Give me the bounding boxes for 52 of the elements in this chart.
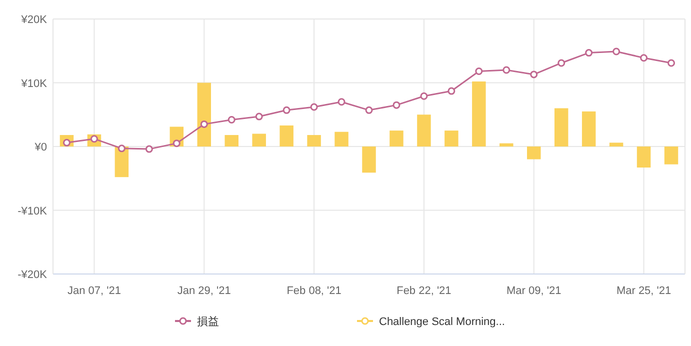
point xyxy=(338,98,346,106)
y-tick-label: ¥20K xyxy=(20,14,48,26)
bar xyxy=(307,135,321,146)
bar xyxy=(472,81,486,146)
bar xyxy=(444,130,458,146)
point xyxy=(145,145,153,153)
point xyxy=(668,59,676,67)
point xyxy=(228,116,236,124)
x-tick-label: Jan 29, '21 xyxy=(177,285,231,297)
bar xyxy=(197,82,211,146)
legend-label: Challenge Scal Morning... xyxy=(379,316,505,328)
legend-label: 損益 xyxy=(197,316,219,328)
point xyxy=(420,92,428,100)
bar xyxy=(334,132,348,146)
point xyxy=(448,87,456,95)
point xyxy=(530,70,538,78)
bar xyxy=(500,143,514,146)
point xyxy=(612,48,620,56)
point xyxy=(475,68,483,76)
point xyxy=(392,101,400,109)
bar xyxy=(362,146,376,173)
point xyxy=(558,59,566,67)
point xyxy=(585,49,593,57)
x-tick-label: Jan 07, '21 xyxy=(67,285,121,297)
point xyxy=(255,112,263,120)
bar xyxy=(252,134,266,146)
x-tick-label: Feb 22, '21 xyxy=(396,285,452,297)
x-tick-label: Feb 08, '21 xyxy=(286,285,342,297)
point xyxy=(282,106,290,114)
bar xyxy=(527,146,541,160)
bar xyxy=(417,114,431,146)
bar xyxy=(390,130,404,146)
bar xyxy=(554,108,568,146)
point xyxy=(200,120,208,128)
bar xyxy=(582,111,596,146)
bar xyxy=(280,125,294,146)
point xyxy=(118,144,126,152)
point xyxy=(640,54,648,62)
y-tick-label: ¥10K xyxy=(20,78,48,90)
point xyxy=(502,66,510,74)
bar xyxy=(609,142,624,146)
y-tick-label: -¥20K xyxy=(18,269,48,281)
bar xyxy=(224,135,238,146)
point xyxy=(365,106,373,114)
y-tick-label: -¥10K xyxy=(18,205,48,218)
point xyxy=(172,140,180,148)
y-tick-label: ¥0 xyxy=(34,142,47,154)
x-tick-label: Mar 25, '21 xyxy=(616,285,672,297)
point xyxy=(310,103,318,111)
bar xyxy=(636,146,651,168)
x-tick-label: Mar 09, '21 xyxy=(506,285,562,297)
bar xyxy=(664,146,678,164)
